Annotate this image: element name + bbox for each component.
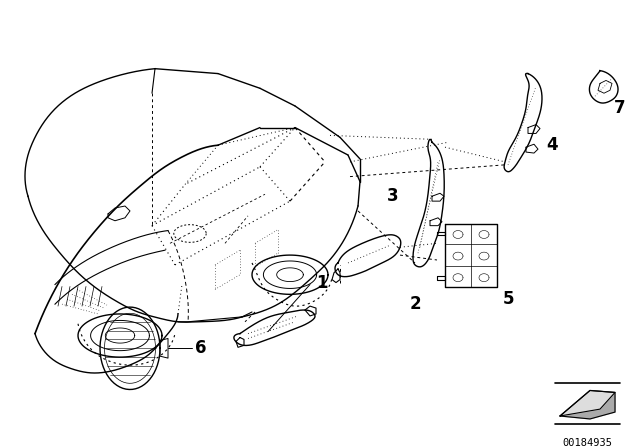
Text: 2: 2 xyxy=(409,295,421,313)
Text: 6: 6 xyxy=(195,339,207,358)
Polygon shape xyxy=(560,391,615,416)
Text: 4: 4 xyxy=(546,136,558,154)
Text: 5: 5 xyxy=(502,290,514,308)
Text: 00184935: 00184935 xyxy=(562,438,612,448)
Text: 7: 7 xyxy=(614,99,626,117)
Text: 3: 3 xyxy=(387,187,399,205)
Text: 1: 1 xyxy=(316,274,328,292)
Polygon shape xyxy=(560,391,615,419)
